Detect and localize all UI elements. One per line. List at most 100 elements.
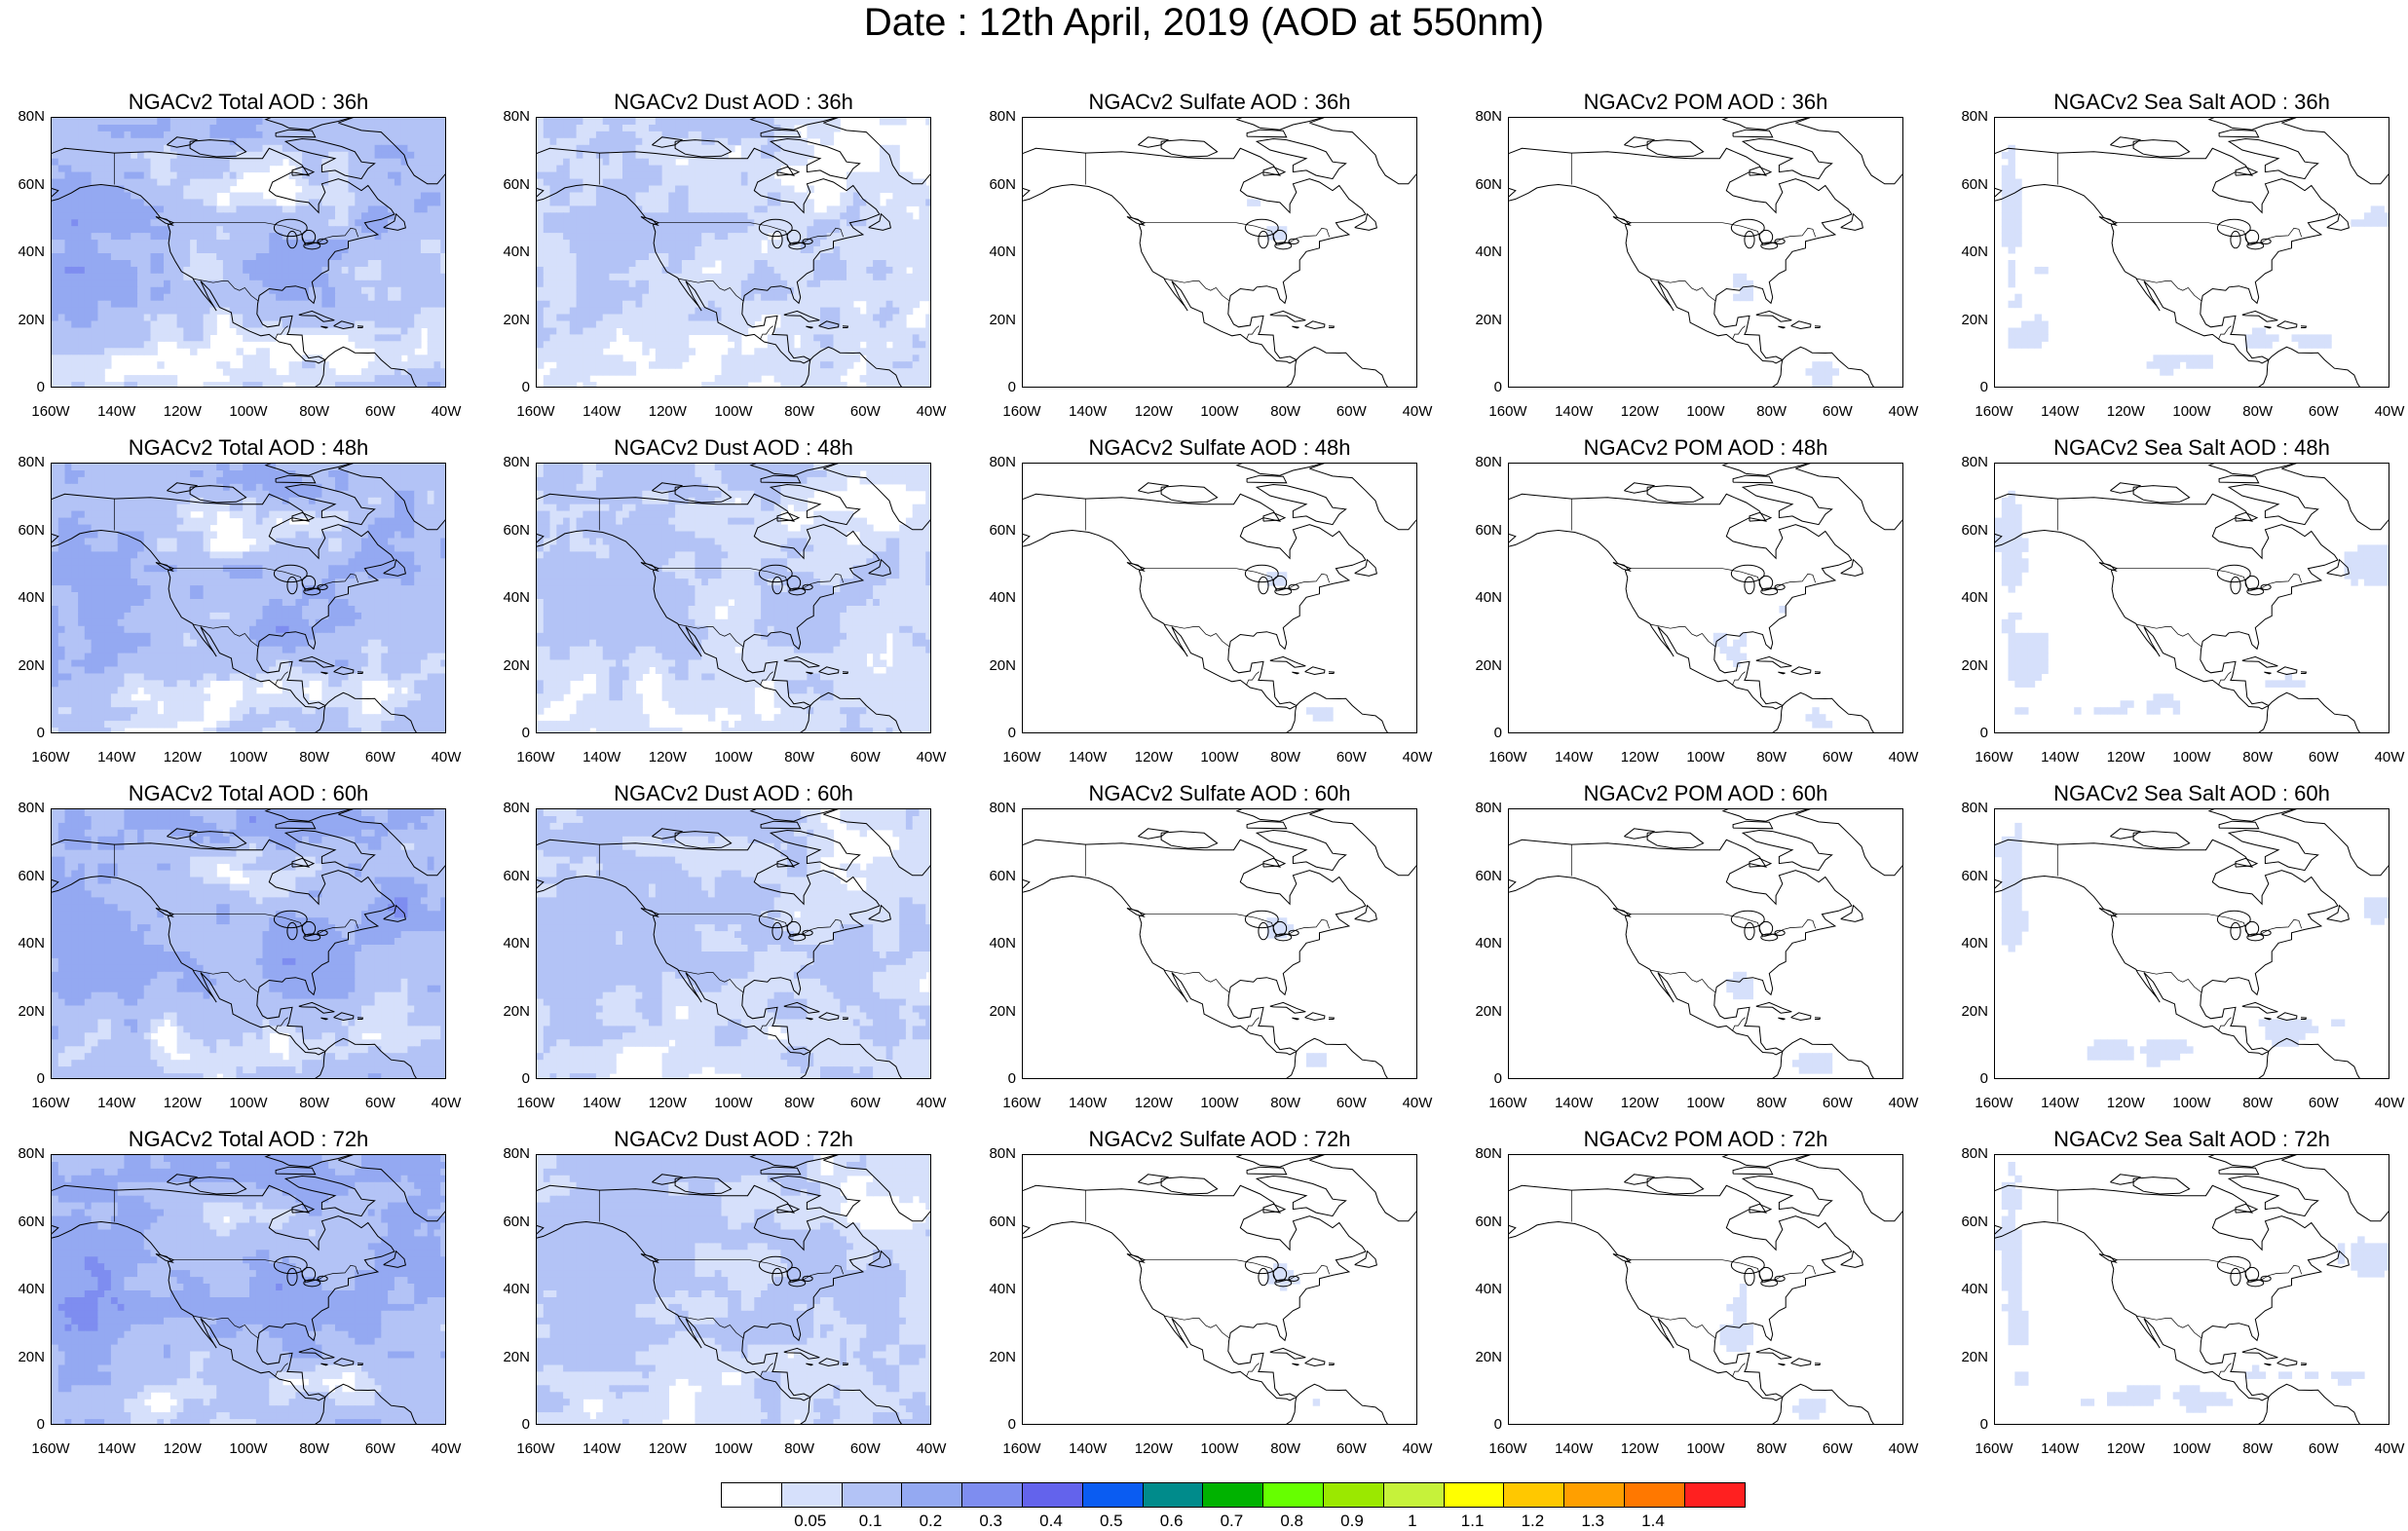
y-tick-label: 80N (503, 454, 530, 470)
aod-shading (1266, 572, 1334, 722)
y-tick-label: 20N (1961, 311, 1988, 328)
x-tick-label: 100W (2172, 1440, 2211, 1457)
y-tick-label: 40N (989, 935, 1016, 952)
x-tick-label: 160W (1488, 1440, 1527, 1457)
x-tick-label: 160W (1488, 749, 1527, 766)
x-tick-label: 140W (1555, 1095, 1594, 1111)
x-tick-label: 60W (849, 1095, 881, 1111)
x-tick-label: 140W (1555, 403, 1594, 420)
colorbar-swatch (1142, 1482, 1204, 1508)
x-tick-label: 140W (1555, 1440, 1594, 1457)
aod-shading (1719, 1284, 1826, 1420)
x-tick-label: 140W (1069, 1440, 1108, 1457)
colorbar-swatch (721, 1482, 782, 1508)
panel-title: NGACv2 Sea Salt AOD : 48h (2053, 435, 2330, 460)
x-tick-label: 40W (1402, 403, 1433, 420)
y-tick-label: 60N (1475, 521, 1502, 539)
x-tick-label: 100W (2172, 749, 2211, 766)
x-tick-label: 40W (916, 1095, 947, 1111)
x-tick-label: 80W (2242, 749, 2274, 766)
coastlines (1023, 464, 1416, 732)
x-tick-label: 140W (583, 1095, 621, 1111)
x-tick-label: 100W (1200, 749, 1239, 766)
x-tick-label: 120W (163, 403, 202, 420)
y-tick-label: 40N (1475, 589, 1502, 606)
y-tick-label: 40N (503, 243, 530, 260)
x-tick-label: 120W (2106, 1440, 2145, 1457)
colorbar-swatch (1081, 1482, 1144, 1508)
x-tick-label: 40W (1888, 403, 1919, 420)
x-tick-label: 100W (229, 403, 268, 420)
map-canvas (537, 464, 930, 732)
y-tick-label: 80N (18, 108, 45, 125)
x-tick-label: 160W (516, 1440, 555, 1457)
x-tick-label: 160W (516, 1095, 555, 1111)
x-tick-label: 80W (299, 749, 330, 766)
y-tick-label: 0 (1007, 379, 1016, 395)
y-tick-label: 60N (1961, 1213, 1988, 1230)
coastlines (1995, 1155, 2389, 1424)
colorbar-swatch (961, 1482, 1023, 1508)
x-tick-label: 140W (583, 403, 621, 420)
x-tick-label: 160W (1002, 403, 1041, 420)
coastlines (1995, 464, 2389, 732)
x-tick-label: 160W (1975, 403, 2013, 420)
map-canvas (1509, 809, 1902, 1078)
y-tick-label: 0 (521, 1070, 530, 1087)
x-tick-label: 120W (163, 1095, 202, 1111)
aod-shading (1733, 273, 1839, 387)
x-tick-label: 120W (1134, 403, 1173, 420)
y-tick-label: 60N (503, 521, 530, 539)
x-tick-label: 160W (1975, 1440, 2013, 1457)
panel-title: NGACv2 Total AOD : 72h (128, 1127, 369, 1151)
x-tick-label: 120W (1134, 1095, 1173, 1111)
x-tick-label: 40W (916, 403, 947, 420)
country-borders (113, 1190, 359, 1377)
country-borders (598, 844, 845, 1031)
x-tick-label: 60W (364, 1440, 395, 1457)
aod-map (1994, 463, 2389, 733)
x-tick-label: 40W (1402, 749, 1433, 766)
y-tick-label: 20N (1475, 656, 1502, 674)
colorbar-swatch (1563, 1482, 1625, 1508)
country-borders (113, 499, 359, 686)
coastlines (1509, 809, 1902, 1078)
y-tick-label: 20N (1475, 1002, 1502, 1020)
x-tick-label: 80W (2242, 1440, 2274, 1457)
x-tick-label: 100W (1686, 403, 1725, 420)
x-tick-label: 140W (583, 1440, 621, 1457)
country-borders (1084, 1190, 1331, 1377)
colorbar-label: 1.4 (1641, 1512, 1665, 1530)
coastlines (1995, 809, 2389, 1078)
x-tick-label: 60W (2308, 1440, 2339, 1457)
y-tick-label: 0 (1493, 379, 1502, 395)
x-tick-label: 80W (1756, 403, 1787, 420)
y-tick-label: 40N (1475, 935, 1502, 952)
aod-shading (1995, 822, 2389, 1067)
aod-shading (1726, 971, 1833, 1074)
x-tick-label: 40W (431, 403, 462, 420)
colorbar-swatch (1443, 1482, 1505, 1508)
x-tick-label: 60W (364, 749, 395, 766)
x-tick-label: 160W (31, 749, 70, 766)
y-tick-label: 40N (1961, 1281, 1988, 1297)
x-tick-label: 100W (229, 1440, 268, 1457)
x-tick-label: 80W (1270, 1440, 1301, 1457)
x-tick-label: 140W (583, 749, 621, 766)
x-tick-label: 100W (714, 1095, 753, 1111)
y-tick-label: 40N (1961, 935, 1988, 952)
country-borders (1084, 153, 1331, 340)
x-tick-label: 60W (364, 403, 395, 420)
y-tick-label: 0 (1007, 725, 1016, 741)
x-tick-label: 100W (2172, 1095, 2211, 1111)
y-tick-label: 20N (503, 1348, 530, 1365)
x-tick-label: 80W (1756, 1440, 1787, 1457)
y-tick-label: 60N (1475, 867, 1502, 884)
y-tick-label: 40N (18, 589, 45, 606)
y-tick-label: 20N (989, 311, 1016, 328)
colorbar-label: 0.4 (1039, 1512, 1063, 1530)
coastlines (1023, 809, 1416, 1078)
y-tick-label: 80N (1961, 1145, 1988, 1162)
colorbar-swatch (1262, 1482, 1324, 1508)
aod-map (51, 117, 446, 388)
